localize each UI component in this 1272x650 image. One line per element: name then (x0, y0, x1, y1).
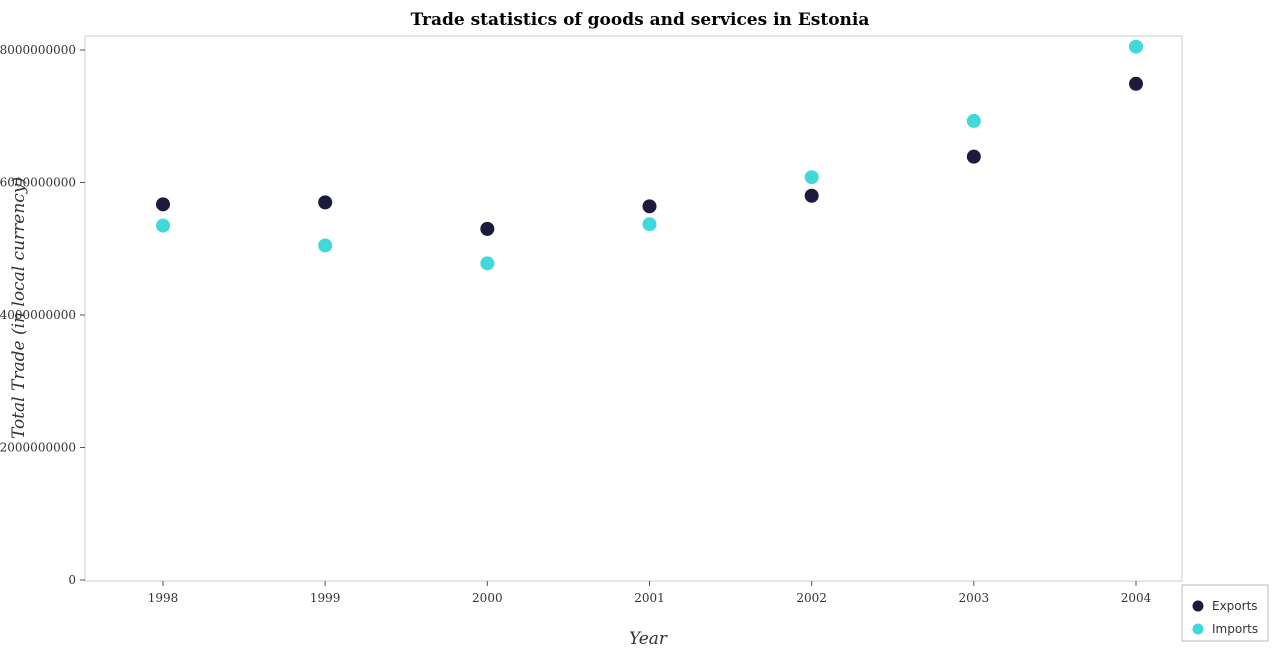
imports-point (318, 238, 333, 253)
y-axis-label: Total Trade (in local currency) (9, 177, 29, 439)
exports-point (318, 195, 333, 210)
imports-point (804, 170, 819, 185)
x-tick-label: 2003 (959, 591, 990, 605)
legend-label: Exports (1212, 599, 1258, 613)
legend-label: Imports (1212, 622, 1258, 636)
x-axis: 1998 1999 2000 2001 2002 2003 2004 (148, 581, 1152, 605)
data-points (156, 39, 1143, 271)
y-tick-label: 2000000000 (0, 441, 76, 455)
y-tick-label: 8000000000 (0, 43, 76, 57)
imports-point (642, 217, 657, 232)
x-tick-label: 1999 (310, 591, 341, 605)
series-imports (156, 39, 1143, 271)
x-tick-label: 1998 (148, 591, 179, 605)
imports-point (1129, 39, 1143, 54)
legend: Exports Imports (1181, 584, 1269, 642)
plot-area (84, 35, 1183, 582)
y-tick-label: 4000000000 (0, 308, 76, 322)
exports-point (480, 221, 495, 236)
series-exports (156, 76, 1143, 236)
legend-marker (1192, 623, 1204, 635)
x-tick-label: 2002 (796, 591, 827, 605)
chart-title: Trade statistics of goods and services i… (411, 10, 870, 30)
y-axis: 0 2000000000 4000000000 6000000000 800000000… (0, 43, 85, 587)
exports-point (1129, 76, 1143, 91)
imports-point (480, 256, 495, 271)
y-tick-label: 6000000000 (0, 176, 76, 190)
imports-point (156, 218, 170, 233)
exports-point (642, 199, 657, 214)
exports-point (966, 149, 981, 164)
x-tick-label: 2000 (472, 591, 503, 605)
exports-point (804, 188, 819, 203)
x-tick-label: 2004 (1121, 591, 1152, 605)
x-tick-label: 2001 (634, 591, 665, 605)
legend-marker (1192, 600, 1204, 612)
imports-point (966, 113, 981, 128)
y-tick-label: 0 (68, 573, 76, 587)
x-axis-label: Year (629, 629, 668, 649)
exports-point (156, 197, 170, 212)
